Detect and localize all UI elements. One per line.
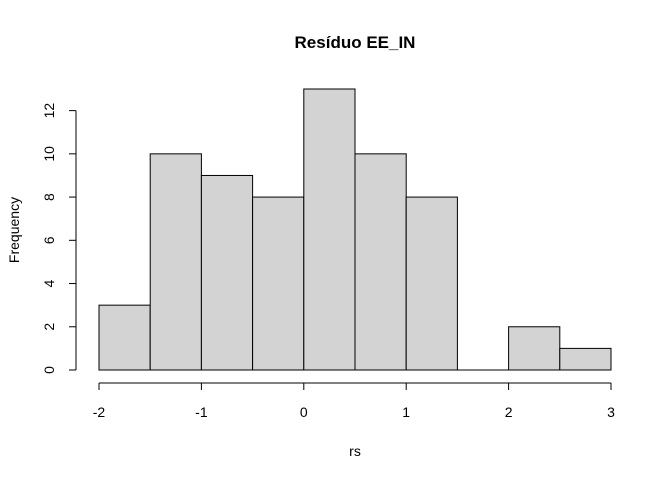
y-tick-label: 2 <box>41 323 57 331</box>
y-tick-label: 8 <box>41 193 57 201</box>
x-tick-label: 3 <box>607 404 615 420</box>
y-axis-label: Frequency <box>6 197 22 263</box>
histogram-bar <box>405 196 458 371</box>
histogram-bar <box>149 153 202 371</box>
x-tick-label: 0 <box>300 404 308 420</box>
histogram-bar <box>508 326 561 371</box>
y-tick-label: 10 <box>41 146 57 162</box>
histogram-bar <box>200 174 254 371</box>
x-tick-label: 1 <box>402 404 410 420</box>
y-tick-label: 0 <box>41 366 57 374</box>
histogram-bar <box>354 153 407 371</box>
chart-title: Resíduo EE_IN <box>295 33 416 52</box>
x-axis-label: rs <box>349 443 361 459</box>
histogram-bar <box>252 196 305 371</box>
y-tick-label: 4 <box>41 279 57 287</box>
x-tick-label: 2 <box>505 404 513 420</box>
histogram-bar <box>559 347 612 371</box>
x-tick-label: -1 <box>195 404 208 420</box>
y-axis: 0 2 4 6 8 10 12 <box>41 103 77 374</box>
histogram-bar <box>98 304 151 371</box>
y-tick-label: 12 <box>41 103 57 119</box>
x-tick-label: -2 <box>93 404 106 420</box>
bars-group <box>98 88 612 371</box>
histogram-bar <box>303 88 356 371</box>
x-axis: -2 -1 0 1 2 3 <box>93 382 615 420</box>
y-tick-label: 6 <box>41 236 57 244</box>
